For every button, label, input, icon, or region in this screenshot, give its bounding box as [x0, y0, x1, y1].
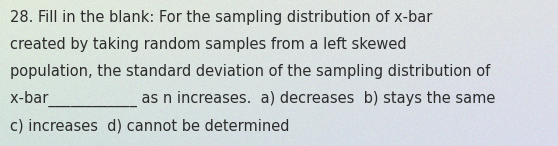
Text: population, the standard deviation of the sampling distribution of: population, the standard deviation of th…: [10, 64, 490, 79]
Text: c) increases  d) cannot be determined: c) increases d) cannot be determined: [10, 118, 290, 133]
Text: x-bar____________ as n increases.  a) decreases  b) stays the same: x-bar____________ as n increases. a) dec…: [10, 91, 496, 107]
Text: 28. Fill in the blank: For the sampling distribution of x-bar: 28. Fill in the blank: For the sampling …: [10, 10, 432, 25]
Text: created by taking random samples from a left skewed: created by taking random samples from a …: [10, 37, 407, 52]
